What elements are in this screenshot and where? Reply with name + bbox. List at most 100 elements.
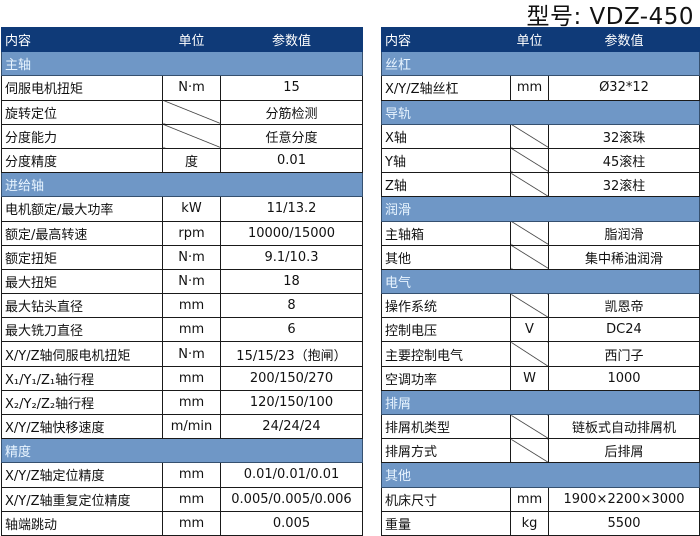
param-unit: kW <box>162 196 221 222</box>
param-unit: N·m <box>162 75 221 101</box>
param-name: Y轴 <box>381 147 511 174</box>
param-unit: N·m <box>162 341 221 367</box>
param-value: 9.1/10.3 <box>220 244 363 270</box>
param-value: 分筋检测 <box>220 99 363 125</box>
spec-table-right: 内容 单位 参数值 丝杠 X/Y/Z轴丝杠 mm Ø32*12 导轨 X轴 32滚珠 Y轴 45滚柱 Z… <box>381 26 700 536</box>
param-value: 45滚柱 <box>548 147 700 174</box>
unit-not-applicable <box>510 413 549 440</box>
param-name: 操作系统 <box>381 293 511 319</box>
unit-not-applicable <box>162 123 221 149</box>
param-value: 凯恩帝 <box>548 293 700 319</box>
section-row: 精度 <box>1 438 363 464</box>
param-name: 轴端跳动 <box>1 510 163 536</box>
unit-not-applicable <box>510 341 549 367</box>
table-row: 电机额定/最大功率 kW 11/13.2 <box>1 196 363 222</box>
param-value: 24/24/24 <box>220 413 363 440</box>
param-name: 分度精度 <box>1 147 163 174</box>
section-title: 润滑 <box>381 196 700 222</box>
param-value: 0.01 <box>220 147 363 174</box>
section-row: 润滑 <box>381 196 700 222</box>
table-row: X/Y/Z轴伺服电机扭矩 N·m 15/15/23（抱闸） <box>1 341 363 367</box>
param-value: 1000 <box>548 365 700 391</box>
param-name: X/Y/Z轴丝杠 <box>381 75 511 101</box>
section-title: 排屑 <box>381 389 700 416</box>
param-value: 15 <box>220 75 363 101</box>
table-row: 最大钻头直径 mm 8 <box>1 293 363 319</box>
param-value: 0.005/0.005/0.006 <box>220 486 363 512</box>
table-row: 主要控制电气 西门子 <box>381 341 700 367</box>
table-row: X/Y/Z轴定位精度 mm 0.01/0.01/0.01 <box>1 462 363 488</box>
spec-table-left: 内容 单位 参数值 主轴 伺服电机扭矩 N·m 15 旋转定位 分筋检测 分度能力 任意分度 分度精度… <box>1 26 363 536</box>
table-row: 额定扭矩 N·m 9.1/10.3 <box>1 244 363 270</box>
param-unit: N·m <box>162 244 221 270</box>
param-unit: m/min <box>162 413 221 440</box>
param-unit: 度 <box>162 147 221 174</box>
param-name: 排屑方式 <box>381 438 511 464</box>
table-row: 空调功率 W 1000 <box>381 365 700 391</box>
param-unit: mm <box>162 486 221 512</box>
param-value: 1900×2200×3000 <box>548 486 700 512</box>
section-title: 精度 <box>1 438 363 464</box>
table-row: 分度能力 任意分度 <box>1 123 363 149</box>
param-value: 0.01/0.01/0.01 <box>220 462 363 488</box>
param-value: 脂润滑 <box>548 220 700 246</box>
param-name: 主轴箱 <box>381 220 511 246</box>
table-row: 重量 kg 5500 <box>381 510 700 536</box>
param-name: 旋转定位 <box>1 99 163 125</box>
param-unit: W <box>510 365 549 391</box>
header-row: 内容 单位 参数值 <box>381 26 700 53</box>
param-unit: mm <box>162 317 221 343</box>
param-name: X/Y/Z轴定位精度 <box>1 462 163 488</box>
unit-not-applicable <box>510 244 549 270</box>
param-value: 链板式自动排屑机 <box>548 413 700 440</box>
param-unit: rpm <box>162 220 221 246</box>
param-name: X/Y/Z轴重复定位精度 <box>1 486 163 512</box>
table-row: 轴端跳动 mm 0.005 <box>1 510 363 536</box>
param-value: 32滚柱 <box>548 172 700 198</box>
param-value: 西门子 <box>548 341 700 367</box>
unit-not-applicable <box>510 293 549 319</box>
table-row: X/Y/Z轴快移速度 m/min 24/24/24 <box>1 413 363 440</box>
table-row: X₁/Y₁/Z₁轴行程 mm 200/150/270 <box>1 365 363 391</box>
header-content: 内容 <box>1 26 163 53</box>
param-value: 200/150/270 <box>220 365 363 391</box>
section-title: 电气 <box>381 268 700 295</box>
param-name: X/Y/Z轴快移速度 <box>1 413 163 440</box>
param-unit: mm <box>162 510 221 536</box>
table-row: Z轴 32滚柱 <box>381 172 700 198</box>
table-row: 其他 集中稀油润滑 <box>381 244 700 270</box>
param-value: 18 <box>220 268 363 295</box>
table-row: 排屑机类型 链板式自动排屑机 <box>381 413 700 440</box>
table-row: X轴 32滚珠 <box>381 123 700 149</box>
param-name: 额定/最高转速 <box>1 220 163 246</box>
param-name: X/Y/Z轴伺服电机扭矩 <box>1 341 163 367</box>
param-value: 任意分度 <box>220 123 363 149</box>
section-row: 丝杠 <box>381 51 700 77</box>
header-value: 参数值 <box>220 26 363 53</box>
param-value: 11/13.2 <box>220 196 363 222</box>
unit-not-applicable <box>510 172 549 198</box>
table-row: 伺服电机扭矩 N·m 15 <box>1 75 363 101</box>
section-title: 进给轴 <box>1 172 363 198</box>
param-name: X轴 <box>381 123 511 149</box>
param-unit: N·m <box>162 268 221 295</box>
section-row: 主轴 <box>1 51 363 77</box>
param-value: 后排屑 <box>548 438 700 464</box>
param-name: 额定扭矩 <box>1 244 163 270</box>
param-name: 排屑机类型 <box>381 413 511 440</box>
param-unit: mm <box>162 462 221 488</box>
param-name: X₂/Y₂/Z₂轴行程 <box>1 389 163 416</box>
table-row: 额定/最高转速 rpm 10000/15000 <box>1 220 363 246</box>
param-value: DC24 <box>548 317 700 343</box>
table-row: 主轴箱 脂润滑 <box>381 220 700 246</box>
header-unit: 单位 <box>162 26 221 53</box>
table-row: 最大铣刀直径 mm 6 <box>1 317 363 343</box>
param-value: 120/150/100 <box>220 389 363 416</box>
param-name: 最大铣刀直径 <box>1 317 163 343</box>
table-row: Y轴 45滚柱 <box>381 147 700 174</box>
param-name: 主要控制电气 <box>381 341 511 367</box>
table-row: X/Y/Z轴重复定位精度 mm 0.005/0.005/0.006 <box>1 486 363 512</box>
unit-not-applicable <box>510 123 549 149</box>
param-name: 最大扭矩 <box>1 268 163 295</box>
param-name: 重量 <box>381 510 511 536</box>
